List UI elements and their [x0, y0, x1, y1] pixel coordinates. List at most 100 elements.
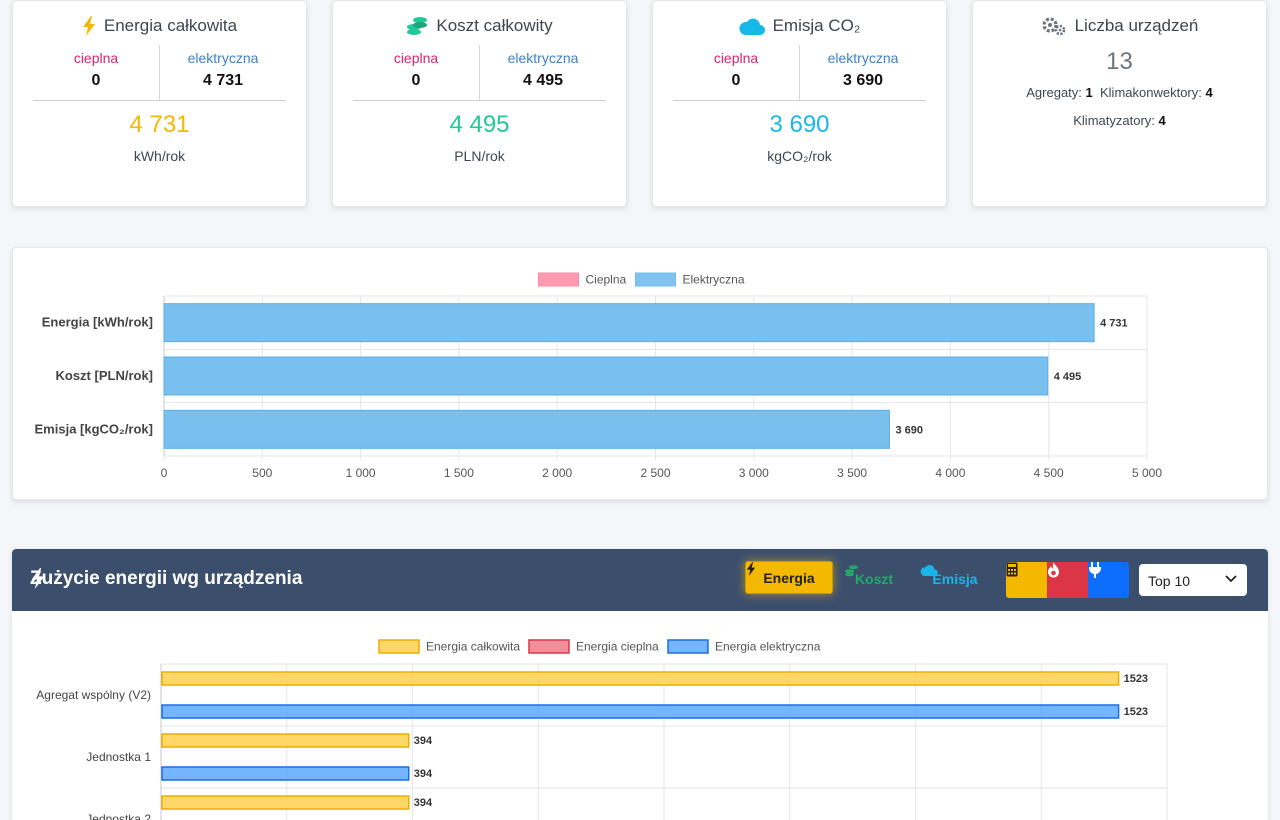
bar-elektryczna-2[interactable]	[163, 409, 890, 449]
top-n-select[interactable]: Top 10	[1139, 564, 1247, 596]
cost-elec-value: 4 495	[522, 72, 564, 89]
energy-card: Energia całkowita cieplna 0 elektryczna …	[12, 0, 307, 207]
legend-label-0[interactable]: Cieplna	[586, 273, 627, 287]
device-bar-2-0[interactable]	[161, 704, 1120, 719]
x-tick-label: 2 000	[542, 466, 572, 480]
emission-card: Emisja CO₂ cieplna 0 elektryczna 3 690 3…	[652, 0, 947, 207]
energy-heat-label: cieplna	[73, 50, 119, 66]
device-bar-2-1[interactable]	[161, 766, 410, 781]
x-tick-label: 2 500	[640, 466, 670, 480]
energy-tab-button[interactable]: Energia	[745, 561, 833, 594]
gears-icon	[1041, 17, 1065, 36]
emission-card-title: Emisja CO₂	[772, 16, 861, 35]
bar-data-label: 4 731	[1100, 318, 1128, 330]
energy-heat-value: 0	[91, 72, 101, 89]
x-tick-label: 1 500	[444, 466, 474, 480]
plug-icon	[1089, 562, 1101, 578]
lightning-icon	[82, 16, 95, 36]
energy-elec-label: elektryczna	[187, 50, 259, 66]
bar-elektryczna-0[interactable]	[163, 303, 1095, 343]
energy-unit: kWh/rok	[133, 148, 186, 164]
energy-card-title: Energia całkowita	[103, 16, 238, 35]
fire-icon	[1048, 562, 1059, 578]
cost-elec-label: elektryczna	[507, 50, 579, 66]
legend-swatch-1[interactable]	[635, 272, 676, 287]
x-tick-label: 3 500	[837, 466, 867, 480]
coins-icon	[407, 17, 428, 35]
device-legend-label-1[interactable]: Energia cieplna	[576, 640, 659, 654]
cost-total: 4 495	[449, 111, 510, 138]
summary-chart-card: Cieplna Elektryczna 0 500 1 000 1 500 2 000 2 5…	[12, 247, 1268, 500]
x-tick-label: 4 500	[1034, 466, 1064, 480]
cost-tab-button[interactable]: Koszt	[844, 564, 904, 594]
cloud-icon	[739, 18, 765, 35]
ac-label: Klimatyzatory:	[1073, 113, 1155, 128]
device-panel-header: Zużycie energii wg urządzenia Energia Ko…	[12, 549, 1268, 611]
device-category-label: Jednostka 2	[86, 812, 151, 820]
legend-label-1[interactable]: Elektryczna	[683, 273, 745, 287]
x-tick-label: 4 000	[935, 466, 965, 480]
device-chart: Energia całkowita Energia cieplna Energia …	[36, 639, 1168, 820]
devices-total: 13	[1106, 48, 1133, 75]
bar-data-label: 4 495	[1054, 371, 1082, 383]
devices-card-title: Liczba urządzeń	[1074, 16, 1199, 35]
emission-elec-label: elektryczna	[827, 50, 899, 66]
emission-heat-label: cieplna	[713, 50, 759, 66]
device-bar-0-1[interactable]	[161, 733, 410, 748]
cost-unit: PLN/rok	[454, 148, 505, 164]
cost-heat-label: cieplna	[393, 50, 439, 66]
legend-swatch-0[interactable]	[538, 272, 579, 287]
bar-data-label: 3 690	[895, 424, 923, 436]
chevron-down-icon	[1225, 575, 1237, 583]
device-category-label: Jednostka 1	[86, 750, 151, 764]
emission-heat-value: 0	[731, 72, 741, 89]
device-bar-data-label: 1523	[1124, 706, 1148, 718]
device-legend-swatch-2[interactable]	[667, 639, 709, 654]
x-tick-label: 5 000	[1132, 466, 1162, 480]
top-n-select-value: Top 10	[1148, 573, 1191, 589]
device-bar-data-label: 394	[414, 768, 433, 780]
device-legend-swatch-0[interactable]	[378, 639, 420, 654]
energy-total: 4 731	[129, 111, 190, 138]
y-category-label: Koszt [PLN/rok]	[56, 368, 154, 383]
aggregates-value: 1	[1085, 85, 1093, 100]
cost-card-title: Koszt całkowity	[436, 16, 553, 35]
heat-filter-button[interactable]	[1047, 562, 1088, 598]
bar-elektryczna-1[interactable]	[163, 356, 1049, 396]
calculator-icon	[1006, 562, 1018, 577]
x-tick-label: 1 000	[346, 466, 376, 480]
y-category-label: Emisja [kgCO₂/rok]	[35, 421, 153, 436]
x-tick-label: 3 000	[739, 466, 769, 480]
x-tick-label: 500	[252, 466, 272, 480]
y-category-label: Energia [kWh/rok]	[42, 315, 153, 330]
emission-total: 3 690	[769, 111, 830, 138]
cloud-icon	[920, 565, 938, 576]
device-panel-title: Zużycie energii wg urządzenia	[30, 568, 303, 589]
emission-elec-value: 3 690	[842, 72, 884, 89]
ac-value: 4	[1158, 113, 1166, 128]
fancoils-label: Klimakonwektory:	[1100, 85, 1202, 100]
device-bar-data-label: 394	[414, 797, 433, 809]
devices-card: Liczba urządzeń 13 Agregaty: 1 Klimakonw…	[972, 0, 1267, 207]
summary-chart: Cieplna Elektryczna 0 500 1 000 1 500 2 000 2 5…	[35, 272, 1162, 480]
electric-filter-button[interactable]	[1088, 562, 1129, 598]
device-legend-label-2[interactable]: Energia elektryczna	[715, 640, 821, 654]
device-category-label: Agregat wspólny (V2)	[36, 688, 151, 702]
device-bar-data-label: 394	[414, 735, 433, 747]
aggregates-label: Agregaty:	[1026, 85, 1082, 100]
device-panel: Zużycie energii wg urządzenia Energia Ko…	[12, 549, 1268, 820]
calculator-button[interactable]	[1006, 562, 1047, 598]
coins-icon	[845, 565, 858, 577]
device-bar-0-2[interactable]	[161, 795, 410, 810]
lightning-icon	[746, 562, 756, 576]
device-legend-label-0[interactable]: Energia całkowita	[426, 640, 520, 654]
emission-unit: kgCO₂/rok	[767, 148, 832, 164]
cost-card: Koszt całkowity cieplna 0 elektryczna 4 …	[332, 0, 627, 207]
emission-tab-button[interactable]: Emisja	[920, 564, 990, 594]
x-tick-label: 0	[161, 466, 168, 480]
device-bar-data-label: 1523	[1124, 673, 1148, 685]
device-bar-0-0[interactable]	[161, 671, 1120, 686]
fancoils-value: 4	[1205, 85, 1213, 100]
device-legend-swatch-1[interactable]	[528, 639, 570, 654]
energy-elec-value: 4 731	[202, 72, 244, 89]
